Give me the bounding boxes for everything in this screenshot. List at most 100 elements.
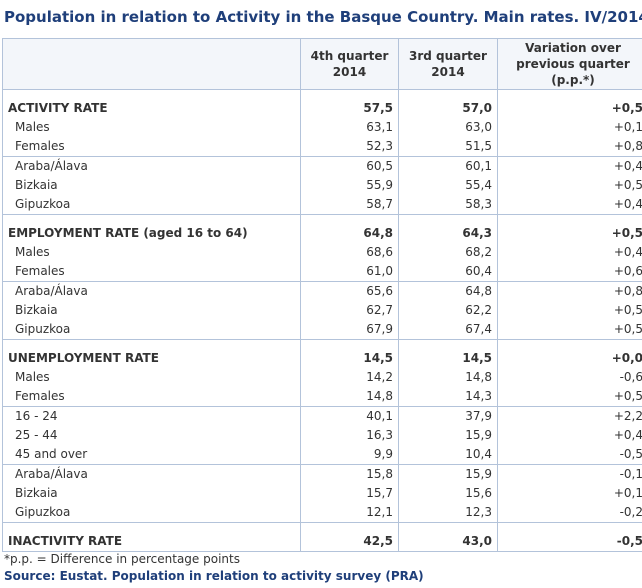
- row-label: Males: [2, 368, 301, 387]
- row-value: 15,7: [300, 484, 399, 503]
- row-value: 40,1: [300, 406, 399, 426]
- row-value: 61,0: [300, 262, 399, 282]
- row-label: Females: [2, 387, 301, 407]
- row-label: Gipuzkoa: [2, 195, 301, 215]
- section-value: 64,3: [398, 214, 498, 243]
- title: Population in relation to Activity in th…: [4, 8, 642, 26]
- row-label: Araba/Álava: [2, 464, 301, 484]
- data-row: Males 14,2 14,8 -0,6: [2, 368, 642, 387]
- row-value: 60,5: [300, 156, 399, 176]
- row-value: +0,8: [497, 137, 642, 157]
- row-value: 58,3: [398, 195, 498, 215]
- data-row: 45 and over 9,9 10,4 -0,5: [2, 445, 642, 465]
- row-value: 15,8: [300, 464, 399, 484]
- row-value: +0,5: [497, 387, 642, 407]
- row-label: Gipuzkoa: [2, 320, 301, 340]
- data-row: Males 68,6 68,2 +0,4: [2, 243, 642, 262]
- data-row: Araba/Álava 15,8 15,9 -0,1: [2, 464, 642, 484]
- section-row: EMPLOYMENT RATE (aged 16 to 64) 64,8 64,3 +…: [2, 214, 642, 243]
- row-value: 12,3: [398, 503, 498, 523]
- row-label: 16 - 24: [2, 406, 301, 426]
- row-value: 64,8: [398, 281, 498, 301]
- row-label: Males: [2, 243, 301, 262]
- row-value: 60,4: [398, 262, 498, 282]
- section-row: ACTIVITY RATE 57,5 57,0 +0,5: [2, 89, 642, 118]
- row-value: 52,3: [300, 137, 399, 157]
- row-value: +0,4: [497, 195, 642, 215]
- data-row: Females 61,0 60,4 +0,6: [2, 262, 642, 282]
- row-value: 16,3: [300, 426, 399, 445]
- data-row: Araba/Álava 60,5 60,1 +0,4: [2, 156, 642, 176]
- row-value: -0,5: [497, 445, 642, 465]
- data-row: Males 63,1 63,0 +0,1: [2, 118, 642, 137]
- row-value: +0,6: [497, 262, 642, 282]
- section-label: EMPLOYMENT RATE (aged 16 to 64): [2, 214, 301, 243]
- row-value: 62,2: [398, 301, 498, 320]
- row-value: 63,1: [300, 118, 399, 137]
- source: Source: Eustat. Population in relation t…: [4, 569, 424, 583]
- row-value: 9,9: [300, 445, 399, 465]
- section-label: ACTIVITY RATE: [2, 89, 301, 118]
- row-value: 55,4: [398, 176, 498, 195]
- footnote: *p.p. = Difference in percentage points: [4, 552, 240, 566]
- row-value: 68,2: [398, 243, 498, 262]
- data-row: Females 14,8 14,3 +0,5: [2, 387, 642, 407]
- data-row: Bizkaia 55,9 55,4 +0,5: [2, 176, 642, 195]
- header-row: 4th quarter 2014 3rd quarter 2014 Variatio…: [2, 38, 642, 90]
- row-value: 60,1: [398, 156, 498, 176]
- row-label: Males: [2, 118, 301, 137]
- column-header: 4th quarter 2014: [300, 38, 399, 90]
- row-value: +0,5: [497, 320, 642, 340]
- row-value: 63,0: [398, 118, 498, 137]
- section-row: UNEMPLOYMENT RATE 14,5 14,5 +0,0: [2, 339, 642, 368]
- row-value: +0,5: [497, 176, 642, 195]
- section-value: 14,5: [300, 339, 399, 368]
- column-header: Variation over previous quarter (p.p.*): [497, 38, 642, 90]
- data-row: Araba/Álava 65,6 64,8 +0,8: [2, 281, 642, 301]
- row-value: 14,2: [300, 368, 399, 387]
- row-value: +0,1: [497, 118, 642, 137]
- row-value: 51,5: [398, 137, 498, 157]
- row-label: 25 - 44: [2, 426, 301, 445]
- section-value: +0,0: [497, 339, 642, 368]
- section-label: UNEMPLOYMENT RATE: [2, 339, 301, 368]
- row-label: Females: [2, 137, 301, 157]
- row-label: 45 and over: [2, 445, 301, 465]
- row-value: 65,6: [300, 281, 399, 301]
- row-value: -0,1: [497, 464, 642, 484]
- data-row: Gipuzkoa 58,7 58,3 +0,4: [2, 195, 642, 215]
- data-row: Gipuzkoa 67,9 67,4 +0,5: [2, 320, 642, 340]
- section-row: INACTIVITY RATE 42,5 43,0 -0,5: [2, 522, 642, 552]
- row-value: 62,7: [300, 301, 399, 320]
- section-value: +0,5: [497, 89, 642, 118]
- row-value: 67,4: [398, 320, 498, 340]
- section-value: 57,5: [300, 89, 399, 118]
- row-value: 15,9: [398, 464, 498, 484]
- row-value: +0,4: [497, 426, 642, 445]
- row-value: +0,8: [497, 281, 642, 301]
- row-value: -0,2: [497, 503, 642, 523]
- row-value: 37,9: [398, 406, 498, 426]
- row-value: 68,6: [300, 243, 399, 262]
- row-value: 15,6: [398, 484, 498, 503]
- data-row: Bizkaia 15,7 15,6 +0,1: [2, 484, 642, 503]
- row-value: +2,2: [497, 406, 642, 426]
- data-row: Females 52,3 51,5 +0,8: [2, 137, 642, 157]
- section-value: 43,0: [398, 522, 498, 552]
- row-value: 14,3: [398, 387, 498, 407]
- row-label: Bizkaia: [2, 176, 301, 195]
- section-value: 42,5: [300, 522, 399, 552]
- data-row: Bizkaia 62,7 62,2 +0,5: [2, 301, 642, 320]
- row-value: 58,7: [300, 195, 399, 215]
- row-label: Araba/Álava: [2, 281, 301, 301]
- section-value: +0,5: [497, 214, 642, 243]
- row-value: +0,1: [497, 484, 642, 503]
- row-value: 10,4: [398, 445, 498, 465]
- row-value: 12,1: [300, 503, 399, 523]
- row-label: Bizkaia: [2, 484, 301, 503]
- row-value: 14,8: [300, 387, 399, 407]
- row-label: Gipuzkoa: [2, 503, 301, 523]
- row-value: 14,8: [398, 368, 498, 387]
- rates-table: 4th quarter 2014 3rd quarter 2014 Variatio…: [2, 38, 642, 552]
